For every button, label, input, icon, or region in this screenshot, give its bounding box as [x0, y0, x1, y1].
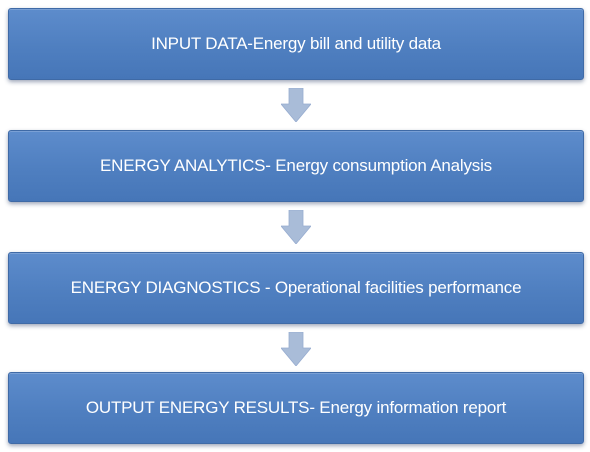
down-arrow-icon — [281, 88, 311, 122]
down-arrow-icon — [281, 210, 311, 244]
step-output-energy-results: OUTPUT ENERGY RESULTS- Energy informatio… — [8, 372, 584, 444]
step-label: ENERGY ANALYTICS- Energy consumption Ana… — [100, 156, 492, 175]
step-label: OUTPUT ENERGY RESULTS- Energy informatio… — [85, 398, 507, 417]
down-arrow-icon — [281, 332, 311, 366]
step-energy-diagnostics: ENERGY DIAGNOSTICS - Operational facilit… — [8, 252, 584, 324]
step-input-data: INPUT DATA-Energy bill and utility data — [8, 8, 584, 80]
step-energy-analytics: ENERGY ANALYTICS- Energy consumption Ana… — [8, 130, 584, 202]
step-label: ENERGY DIAGNOSTICS - Operational facilit… — [70, 278, 522, 297]
step-label: INPUT DATA-Energy bill and utility data — [151, 34, 441, 53]
